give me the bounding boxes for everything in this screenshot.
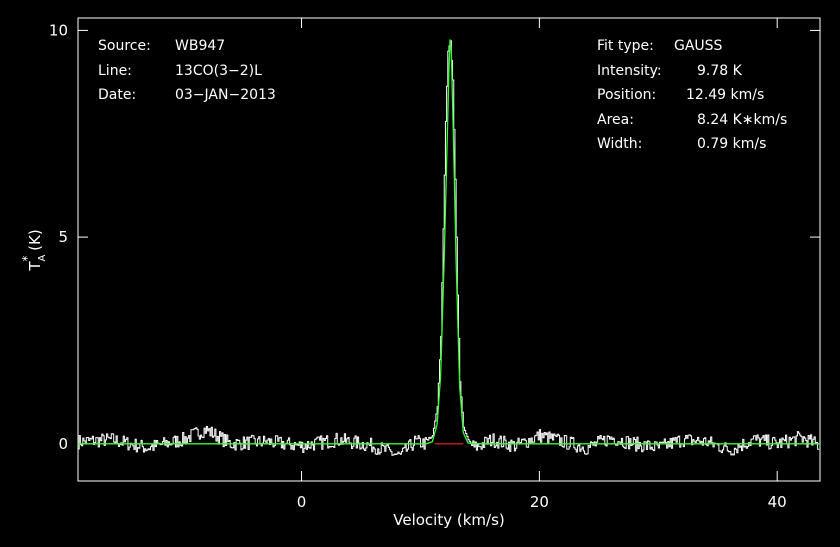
y-axis-label-sup: *: [20, 256, 34, 262]
axis-ticks: [78, 18, 820, 481]
area-label: Area:: [597, 112, 634, 128]
plot-frame: [77, 17, 821, 482]
svg-text:TA* (K): TA* (K): [20, 229, 48, 271]
intensity-value: 9.78 K: [697, 63, 743, 79]
line-label: Line:: [98, 63, 132, 79]
y-tick-label: 5: [58, 228, 68, 246]
source-value: WB947: [175, 38, 225, 54]
y-axis-label: TA* (K): [20, 229, 48, 271]
x-tick-label: 40: [768, 493, 787, 511]
position-value: 12.49 km/s: [686, 87, 764, 103]
fit-type-label: Fit type:: [597, 38, 654, 54]
width-value: 0.79 km/s: [697, 136, 766, 152]
y-tick-label: 10: [49, 21, 68, 39]
y-axis-label-sub: A: [37, 254, 48, 261]
width-label: Width:: [597, 136, 642, 152]
gaussian-fit-line: [78, 39, 820, 445]
area-value: 8.24 K∗km/s: [697, 112, 787, 128]
date-value: 03−JAN−2013: [175, 87, 276, 103]
y-axis-label-unit: (K): [26, 229, 44, 255]
x-tick-label: 20: [530, 493, 549, 511]
position-label: Position:: [597, 87, 656, 103]
date-label: Date:: [98, 87, 136, 103]
y-tick-label: 0: [58, 435, 68, 453]
x-tick-label: 0: [297, 493, 307, 511]
axis-tick-labels: 0 20 40 0 5 10: [49, 21, 787, 511]
intensity-label: Intensity:: [597, 63, 662, 79]
source-label: Source:: [98, 38, 151, 54]
line-value: 13CO(3−2)L: [175, 63, 262, 79]
x-axis-label: Velocity (km/s): [393, 511, 504, 529]
fit-type-value: GAUSS: [674, 38, 723, 54]
y-axis-label-main: T: [26, 261, 44, 272]
